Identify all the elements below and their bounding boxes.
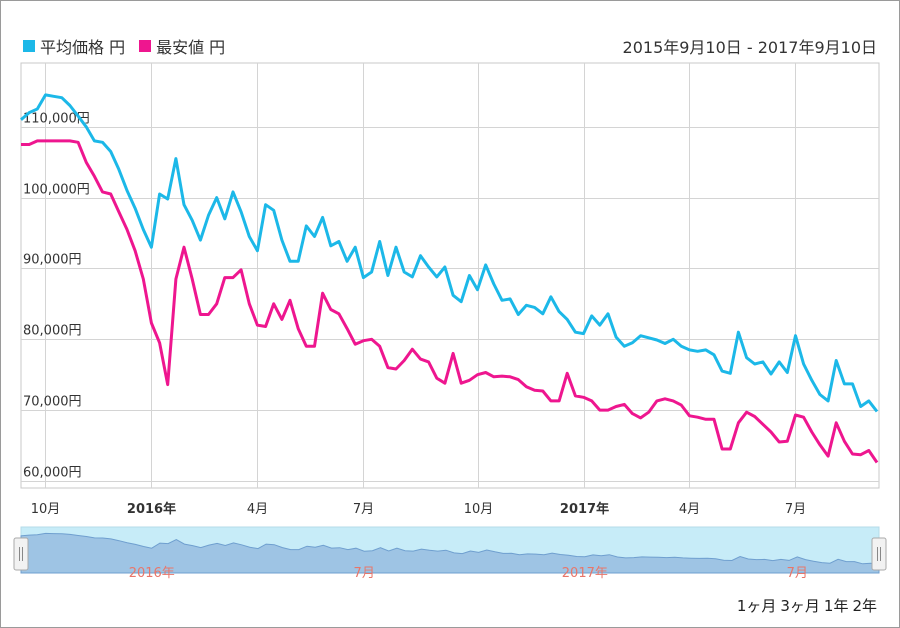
navigator-handle-right[interactable]	[871, 537, 887, 571]
range-selector: 1ヶ月 3ヶ月 1年 2年	[735, 595, 879, 616]
navigator-series	[20, 532, 880, 574]
legend-label-lowest-price: 最安値 円	[156, 38, 226, 57]
navigator-label: 2016年	[129, 566, 175, 581]
x-axis-labels: 10月 2016年 4月 7月 10月 2017年 4月 7月	[31, 501, 806, 517]
y-tick-label: 60,000円	[23, 466, 82, 481]
y-tick-label: 90,000円	[23, 253, 82, 268]
range-button-1-month[interactable]: 1ヶ月	[736, 597, 777, 615]
legend-swatch-lowest-price	[139, 40, 152, 52]
handle-body[interactable]	[13, 537, 29, 571]
y-tick-label: 110,000円	[23, 112, 90, 127]
legend-item-average-price[interactable]: 平均価格 円	[23, 34, 125, 58]
range-button-3-months[interactable]: 3ヶ月	[780, 597, 820, 615]
x-tick-label: 10月	[464, 502, 494, 517]
x-tick-label: 4月	[679, 502, 700, 517]
y-tick-label: 80,000円	[23, 324, 82, 339]
legend-swatch-average-price	[23, 40, 35, 52]
range-button-2-years[interactable]: 2年	[852, 597, 877, 615]
y-tick-label: 100,000円	[23, 183, 90, 198]
series-line-0	[20, 93, 879, 413]
x-tick-label: 4月	[247, 502, 268, 517]
legend-item-lowest-price[interactable]: 最安値 円	[139, 34, 225, 58]
x-tick-label: 2016年	[127, 501, 176, 517]
x-tick-label: 10月	[31, 502, 61, 517]
navigator[interactable]: 2016年 7月 2017年 7月	[13, 526, 887, 581]
x-tick-label: 7月	[785, 502, 806, 517]
y-axis-labels: 60,000円 70,000円 80,000円 90,000円 100,000円 110,…	[23, 112, 90, 481]
navigator-label: 2017年	[562, 566, 608, 581]
legend-label-average-price: 平均価格 円	[40, 38, 126, 57]
date-range-label: 2015年9月10日 - 2017年9月10日	[622, 38, 877, 57]
x-tick-label: 2017年	[560, 501, 609, 517]
series-line-1	[21, 139, 879, 464]
navigator-label: 7月	[787, 566, 808, 581]
legend: 平均価格 円 最安値 円	[23, 34, 239, 58]
range-button-1-year[interactable]: 1年	[823, 597, 849, 615]
handle-body[interactable]	[871, 537, 887, 571]
navigator-handle-left[interactable]	[13, 537, 29, 571]
y-tick-label: 70,000円	[23, 395, 82, 410]
x-tick-label: 7月	[353, 502, 374, 517]
plot-border	[20, 62, 880, 489]
grid	[20, 62, 880, 489]
navigator-label: 7月	[354, 566, 375, 581]
series-lines	[20, 93, 879, 464]
